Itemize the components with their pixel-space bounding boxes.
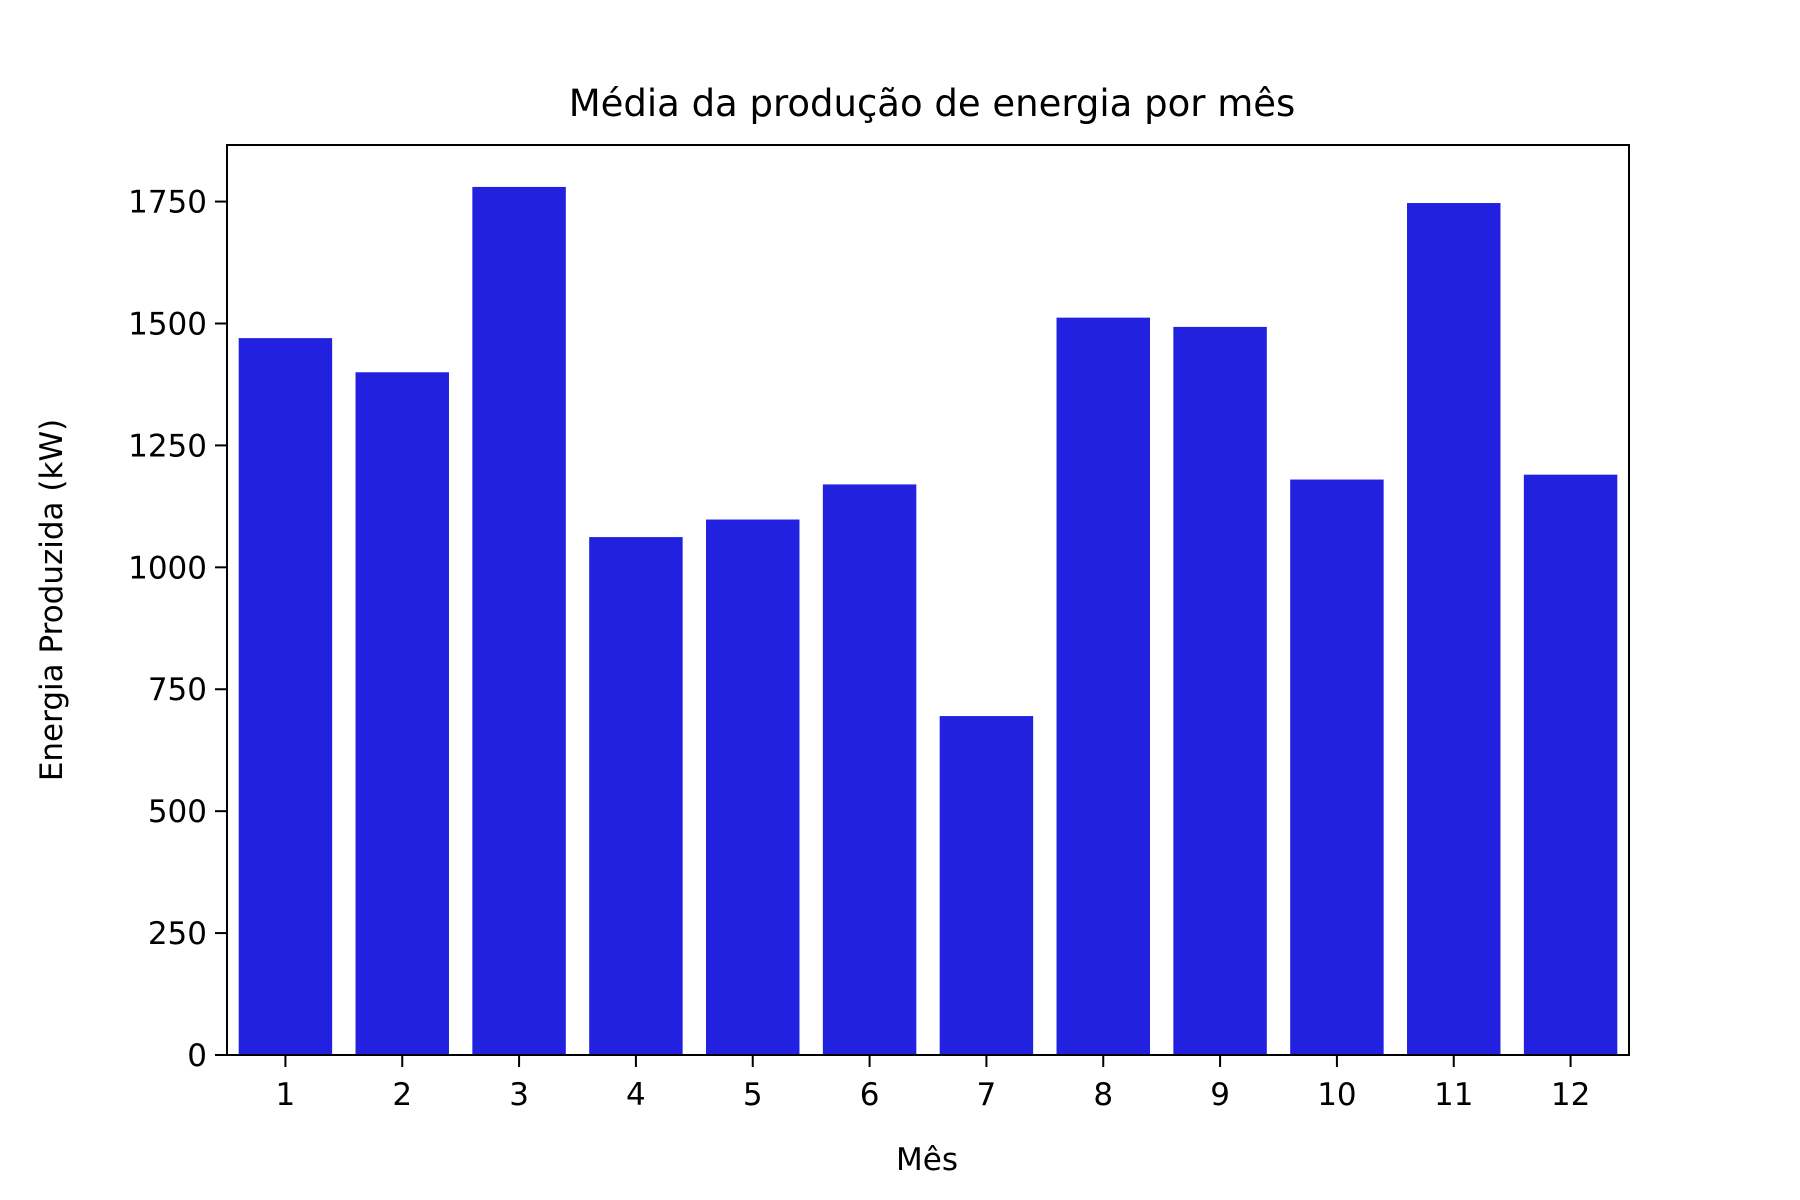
x-axis-label: Mês <box>896 1142 958 1178</box>
y-axis-label: Energia Produzida (kW) <box>34 419 70 781</box>
bar-5 <box>706 519 800 1055</box>
x-tick-label: 6 <box>860 1077 880 1113</box>
bar-9 <box>1173 326 1267 1055</box>
bar-8 <box>1056 317 1150 1055</box>
bar-7 <box>939 716 1034 1055</box>
x-tick-label: 10 <box>1317 1077 1356 1113</box>
x-tick-label: 2 <box>392 1077 412 1113</box>
y-tick-label: 750 <box>148 672 207 708</box>
x-tick-label: 5 <box>743 1077 763 1113</box>
x-tick-label: 11 <box>1434 1077 1473 1113</box>
y-tick-label: 1500 <box>128 306 207 342</box>
x-tick-label: 9 <box>1210 1077 1230 1113</box>
chart-title: Média da produção de energia por mês <box>569 82 1296 125</box>
bar-6 <box>822 484 917 1055</box>
y-tick-label: 1750 <box>128 185 207 221</box>
x-tick-label: 12 <box>1551 1077 1590 1113</box>
bar-12 <box>1523 474 1618 1055</box>
plot-frame <box>226 144 1630 1056</box>
y-tick-label: 0 <box>187 1038 207 1074</box>
x-axis: 1 2 3 4 5 6 7 8 9 10 11 12 <box>276 1055 1590 1113</box>
bar-11 <box>1407 203 1501 1056</box>
bar-1 <box>238 338 333 1055</box>
y-tick-label: 1250 <box>128 428 207 464</box>
x-tick-label: 3 <box>509 1077 529 1113</box>
x-tick-label: 7 <box>977 1077 997 1113</box>
bars-layer <box>238 186 1618 1056</box>
bar-10 <box>1290 479 1384 1055</box>
y-tick-label: 250 <box>148 916 207 952</box>
y-tick-label: 500 <box>148 794 207 830</box>
bar-2 <box>355 372 449 1055</box>
bar-4 <box>589 537 683 1055</box>
x-tick-label: 8 <box>1093 1077 1113 1113</box>
x-tick-label: 4 <box>626 1077 646 1113</box>
y-axis: 0 250 500 750 1000 1250 1500 1750 <box>128 185 227 1074</box>
bar-3 <box>472 186 566 1056</box>
y-tick-label: 1000 <box>128 550 207 586</box>
x-tick-label: 1 <box>276 1077 296 1113</box>
